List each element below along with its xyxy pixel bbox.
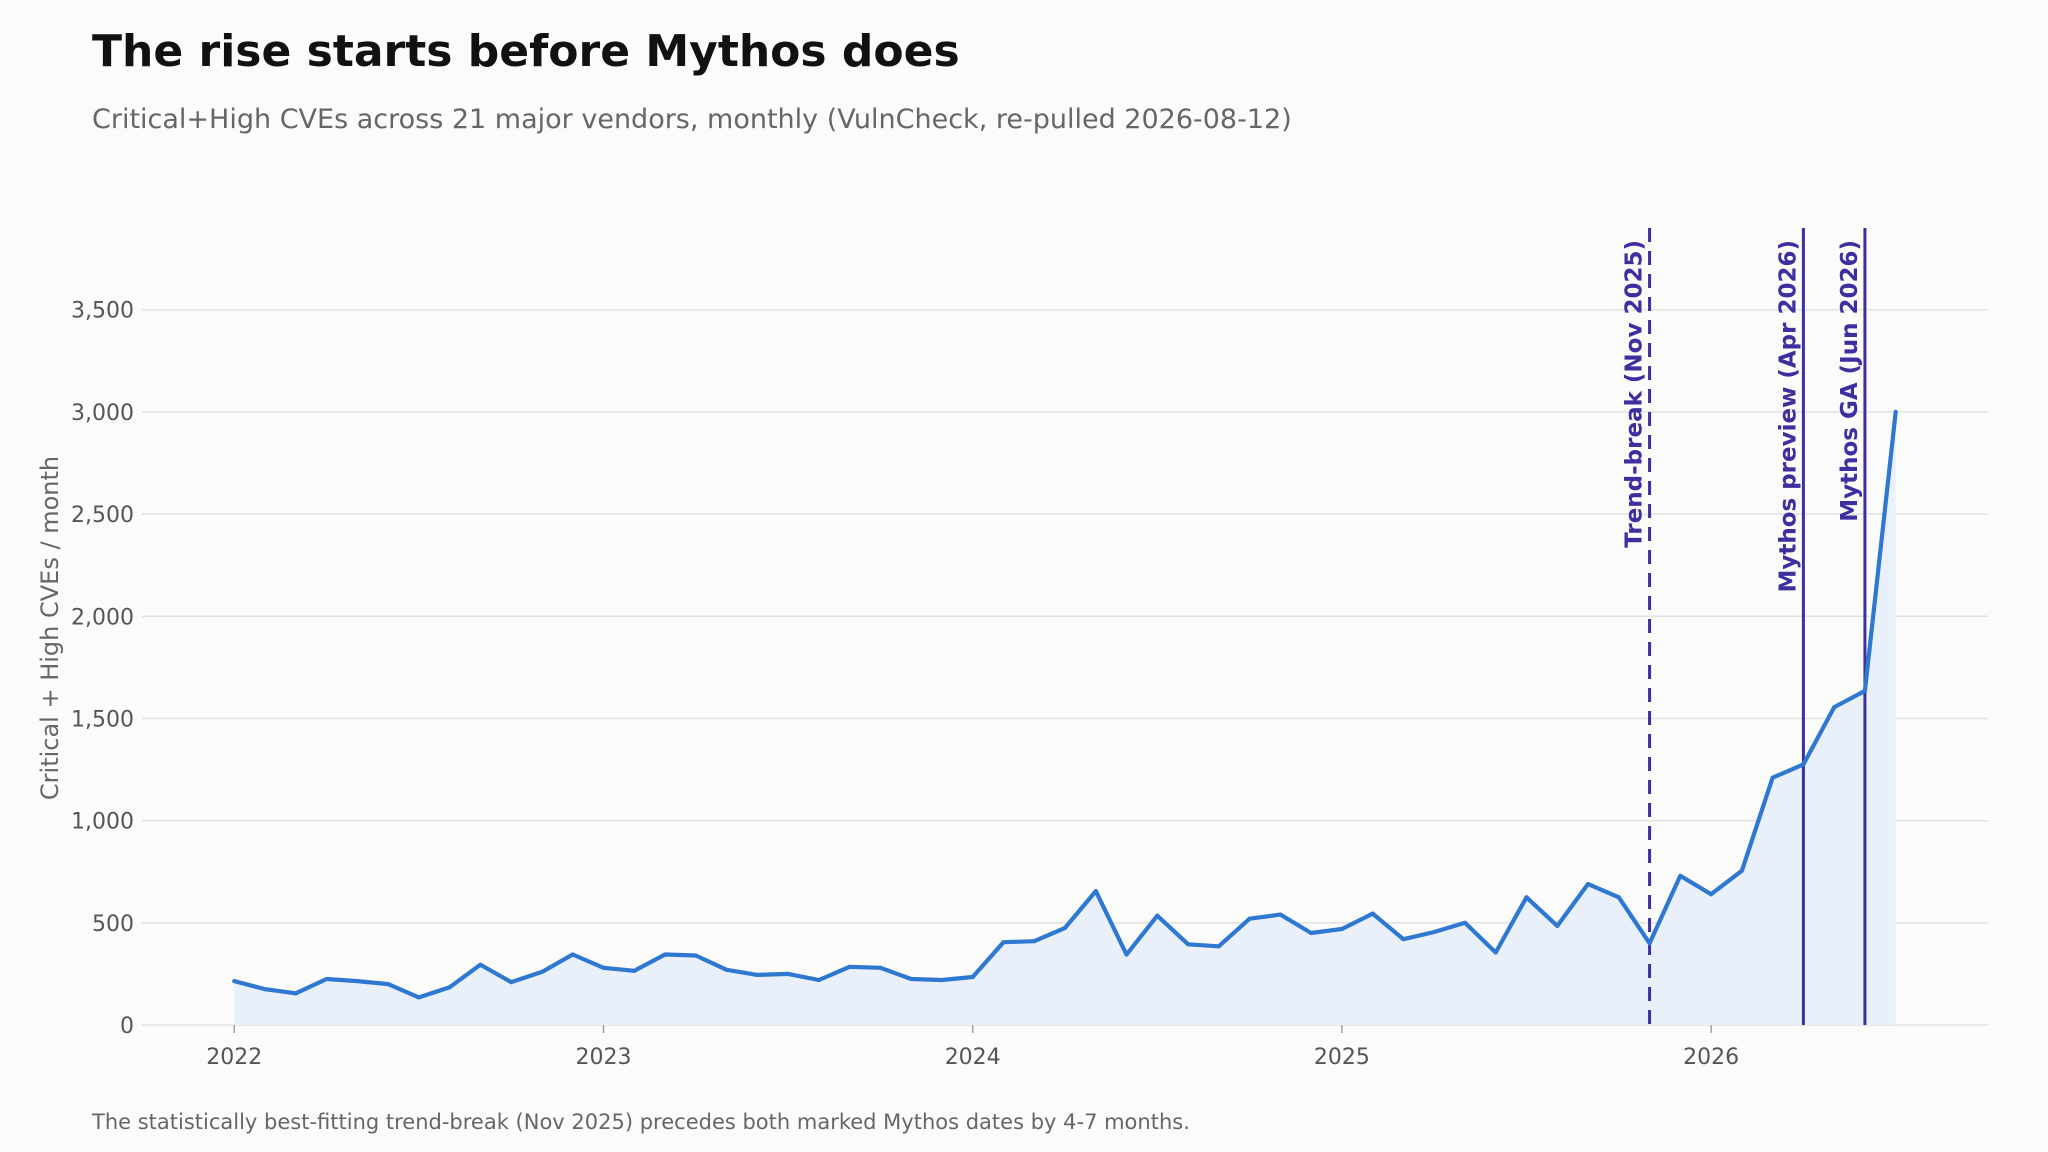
data-point	[447, 985, 452, 990]
y-tick-label: 0	[120, 1014, 134, 1039]
data-point	[1278, 912, 1283, 917]
data-point	[1093, 889, 1098, 894]
data-point	[1432, 930, 1437, 935]
data-point	[1770, 775, 1775, 780]
data-point	[1739, 868, 1744, 873]
data-point	[1216, 944, 1221, 949]
data-point	[293, 991, 298, 996]
data-point	[1709, 892, 1714, 897]
y-tick-label: 2,500	[71, 503, 134, 528]
event-marker-label: Mythos preview (Apr 2026)	[1775, 240, 1801, 593]
gridlines	[142, 308, 1988, 1026]
data-point	[1032, 939, 1037, 944]
data-point	[324, 977, 329, 982]
data-point	[232, 979, 237, 984]
y-axis-label: Critical + High CVEs / month	[36, 456, 64, 800]
data-point	[1616, 895, 1621, 900]
series-area	[234, 411, 1896, 1025]
data-point	[1401, 937, 1406, 942]
x-tick-label: 2026	[1683, 1045, 1739, 1070]
y-tick-label: 2,000	[71, 605, 134, 630]
area-fill	[234, 411, 1896, 1025]
data-point	[1493, 950, 1498, 955]
y-tick-label: 1,500	[71, 707, 134, 732]
data-point	[663, 952, 668, 957]
data-point	[1063, 925, 1067, 930]
y-tick-label: 3,000	[71, 401, 134, 426]
event-marker-label: Trend-break (Nov 2025)	[1622, 240, 1648, 548]
data-point	[1647, 941, 1652, 946]
data-point	[878, 965, 883, 970]
data-point	[1339, 926, 1344, 931]
x-tick-label: 2025	[1314, 1045, 1370, 1070]
data-point	[786, 971, 791, 976]
data-point	[847, 964, 852, 969]
data-point	[1001, 940, 1006, 945]
axes: 0 500 1,000 1,500 2,000 2,500 3,000 3,500 2022 20…	[71, 299, 1739, 1070]
data-point	[1832, 705, 1837, 710]
data-point	[1124, 952, 1129, 957]
x-tick-label: 2023	[576, 1045, 632, 1070]
data-point	[1862, 688, 1867, 693]
data-point	[386, 982, 391, 987]
event-marker-label: Mythos GA (Jun 2026)	[1837, 240, 1863, 522]
x-tick-label: 2022	[206, 1045, 262, 1070]
data-point	[539, 969, 544, 974]
data-point	[1370, 911, 1375, 916]
data-point	[509, 980, 514, 985]
data-point	[816, 978, 821, 983]
footnote: The statistically best-fitting trend-bre…	[92, 1110, 1190, 1134]
data-point	[724, 967, 729, 972]
data-point	[1247, 916, 1252, 921]
data-point	[416, 995, 421, 1000]
data-point	[478, 962, 483, 967]
data-point	[909, 977, 914, 982]
data-point	[1893, 409, 1898, 414]
event-markers: Trend-break (Nov 2025) Mythos preview (Ap…	[1622, 228, 1867, 1025]
x-tick-label: 2024	[945, 1045, 1001, 1070]
data-point	[1462, 920, 1467, 925]
data-point	[570, 952, 575, 957]
data-point	[263, 987, 268, 992]
data-point	[939, 978, 944, 983]
data-point	[693, 953, 698, 958]
data-point	[1309, 931, 1314, 936]
y-tick-label: 1,000	[71, 810, 134, 835]
data-point	[1678, 873, 1683, 878]
data-point	[970, 974, 975, 979]
data-point	[1186, 942, 1191, 947]
data-point	[1801, 762, 1806, 767]
data-point	[1155, 913, 1160, 918]
y-tick-label: 3,500	[71, 299, 134, 324]
data-point	[601, 965, 606, 970]
y-tick-label: 500	[92, 912, 134, 937]
data-point	[632, 968, 637, 973]
data-point	[1586, 881, 1591, 886]
data-point	[755, 972, 760, 977]
chart-title: The rise starts before Mythos does	[92, 26, 960, 77]
data-point	[1524, 895, 1529, 900]
chart-subtitle: Critical+High CVEs across 21 major vendo…	[92, 104, 1292, 135]
series-line	[232, 409, 1898, 1000]
data-point	[355, 979, 360, 984]
data-point	[1555, 923, 1560, 928]
